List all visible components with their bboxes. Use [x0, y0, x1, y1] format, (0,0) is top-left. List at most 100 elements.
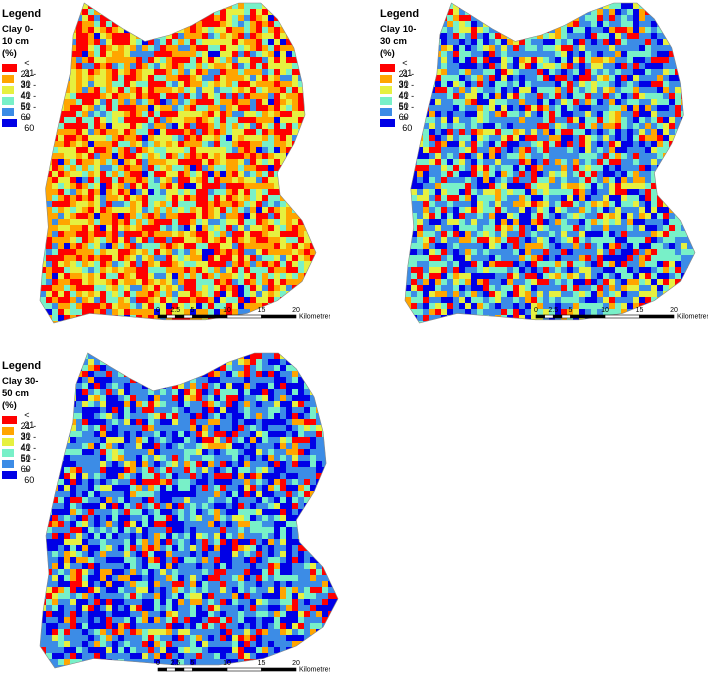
scale-tick-label: 10	[223, 307, 231, 314]
raster-cells	[40, 353, 338, 668]
legend-item: 51 - 60	[2, 102, 41, 122]
legend-swatch	[380, 85, 392, 94]
catchment-boundary	[404, 2, 696, 324]
scale-tick-label: 20	[670, 307, 678, 314]
legend-label: 31 - 40	[20, 431, 37, 452]
scale-segment	[174, 667, 185, 672]
legend-swatch	[2, 63, 18, 72]
legend-swatch	[2, 426, 14, 435]
legend-item: < 21	[380, 58, 419, 78]
legend: Legend Clay 10-30 cm (%) < 21 21 - 30 31 -…	[380, 8, 420, 133]
legend-swatch	[2, 118, 18, 127]
scale-segment	[261, 314, 297, 319]
scale-segment	[261, 667, 297, 672]
legend-label: 41 - 50	[398, 90, 415, 111]
legend-swatch	[2, 415, 18, 424]
scale-tick-label: 0	[156, 660, 160, 667]
legend-item: 21 - 30	[380, 69, 419, 89]
legend-subtitle: Clay 10-30 cm (%)	[380, 24, 417, 59]
legend-item: > 60	[2, 465, 41, 485]
legend: Legend Clay 30-50 cm (%) < 21 21 - 30 31 -…	[2, 360, 42, 485]
legend-label: > 60	[24, 464, 35, 485]
legend-swatch	[380, 74, 392, 83]
scale-tick-label: 0	[534, 307, 538, 314]
legend-label: 31 - 40	[398, 79, 415, 100]
raster-cells	[405, 3, 695, 323]
legend-label: 31 - 40	[20, 79, 37, 100]
scale-tick-label: 2.5	[170, 660, 180, 667]
scale-tick-label: 2.5	[548, 307, 558, 314]
legend-item: > 60	[2, 113, 41, 133]
scale-tick-label: 15	[636, 307, 644, 314]
scale-unit: Kilometres	[677, 314, 708, 321]
legend-item: 41 - 50	[2, 443, 41, 463]
catchment-boundary	[39, 352, 339, 669]
legend-item: 31 - 40	[2, 80, 41, 100]
legend-swatch	[2, 107, 14, 116]
scale-segment	[226, 667, 262, 672]
legend-swatch	[2, 459, 14, 468]
legend-swatch	[380, 63, 396, 72]
scale-unit: Kilometres	[299, 314, 330, 321]
legend-label: > 60	[24, 112, 35, 133]
legend: Legend Clay 0-10 cm (%) < 21 21 - 30 31 - …	[2, 8, 42, 133]
legend-swatch	[2, 448, 14, 457]
legend-label: < 21	[402, 57, 413, 78]
legend-subtitle: Clay 0-10 cm (%)	[2, 24, 34, 59]
legend-item: 41 - 50	[2, 91, 41, 111]
legend-title: Legend	[380, 8, 420, 20]
legend-title: Legend	[2, 360, 42, 372]
legend-label: 51 - 60	[398, 101, 415, 122]
legend-swatch	[380, 96, 392, 105]
scale-tick-label: 15	[258, 660, 266, 667]
legend-label: 51 - 60	[20, 101, 37, 122]
scale-tick-label: 5	[569, 307, 573, 314]
legend-item: 51 - 60	[2, 454, 41, 474]
scale-tick-label: 20	[292, 660, 300, 667]
legend-items: < 21 21 - 30 31 - 40 41 - 50 51 - 60 > 60	[2, 58, 41, 133]
legend-item: 31 - 40	[380, 80, 419, 100]
legend-swatch	[2, 74, 14, 83]
scale-tick-label: 10	[601, 307, 609, 314]
scale-segment	[192, 667, 228, 672]
legend-label: 21 - 30	[20, 420, 37, 441]
legend-label: 51 - 60	[20, 453, 37, 474]
raster-cells	[40, 3, 316, 323]
legend-swatch	[380, 107, 392, 116]
legend-item: < 21	[2, 410, 41, 430]
legend-item: 21 - 30	[2, 421, 41, 441]
catchment-boundary	[39, 2, 317, 324]
scale-tick-label: 20	[292, 307, 300, 314]
scale-segment	[157, 667, 167, 672]
legend-items: < 21 21 - 30 31 - 40 41 - 50 51 - 60 > 60	[2, 410, 41, 485]
legend-item: < 21	[2, 58, 41, 78]
legend-swatch	[2, 470, 18, 479]
scale-tick-label: 5	[191, 307, 195, 314]
legend-item: 31 - 40	[2, 432, 41, 452]
legend-item: 41 - 50	[380, 91, 419, 111]
legend-label: 41 - 50	[20, 90, 37, 111]
legend-items: < 21 21 - 30 31 - 40 41 - 50 51 - 60 > 60	[380, 58, 419, 133]
legend-label: 21 - 30	[398, 68, 415, 89]
legend-swatch	[2, 437, 14, 446]
scale-segment	[166, 667, 176, 672]
scale-tick-label: 10	[223, 660, 231, 667]
scale-unit: Kilometres	[299, 667, 330, 674]
scale-segment	[183, 667, 193, 672]
legend-swatch	[380, 118, 396, 127]
scale-segment	[639, 314, 675, 319]
legend-item: 51 - 60	[380, 102, 419, 122]
scale-tick-label: 2.5	[170, 307, 180, 314]
legend-title: Legend	[2, 8, 42, 20]
legend-label: > 60	[402, 112, 413, 133]
scale-tick-label: 0	[156, 307, 160, 314]
legend-label: < 21	[24, 409, 35, 430]
legend-swatch	[2, 85, 14, 94]
legend-item: > 60	[380, 113, 419, 133]
scale-tick-label: 15	[258, 307, 266, 314]
